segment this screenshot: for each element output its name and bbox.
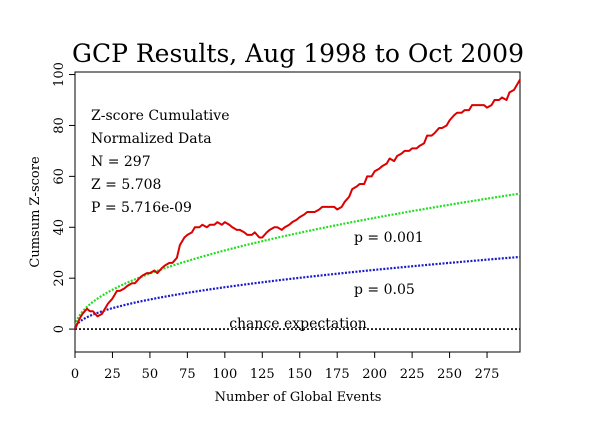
stat-line-5: P = 5.716e-09 (91, 200, 192, 216)
x-tick-label: 150 (287, 367, 312, 382)
x-tick-label: 275 (475, 367, 500, 382)
stat-line-3: N = 297 (91, 154, 151, 170)
x-tick-label: 250 (437, 367, 462, 382)
y-tick-label: 0 (52, 325, 67, 333)
y-axis-ticks: 0 20 40 60 80 100 (52, 62, 75, 333)
envelope-p0001-label: p = 0.001 (354, 230, 424, 246)
y-tick-label: 100 (52, 62, 67, 87)
x-tick-label: 125 (250, 367, 275, 382)
plot-frame (74, 71, 521, 353)
x-axis-label: Number of Global Events (215, 390, 382, 405)
chance-expectation-label: chance expectation (229, 316, 367, 332)
x-tick-label: 50 (142, 367, 159, 382)
y-tick-label: 80 (52, 117, 67, 134)
x-tick-label: 200 (362, 367, 387, 382)
x-tick-label: 175 (325, 367, 350, 382)
cumulative-zscore-line (74, 79, 521, 330)
stat-line-2: Normalized Data (91, 131, 212, 147)
envelope-p005-label: p = 0.05 (354, 282, 415, 298)
x-axis-ticks: 0 25 50 75 100 125 150 175 200 225 250 275 (71, 352, 500, 382)
x-tick-label: 0 (71, 367, 79, 382)
y-tick-label: 40 (52, 219, 67, 236)
stat-line-4: Z = 5.708 (91, 177, 161, 193)
y-axis-label: Cumsum Z-score (28, 156, 43, 268)
x-tick-label: 100 (212, 367, 237, 382)
envelope-p005-curve (73, 255, 521, 330)
y-tick-label: 60 (52, 168, 67, 185)
stats-box: Z-score Cumulative Normalized Data N = 2… (91, 108, 229, 216)
x-tick-label: 25 (104, 367, 121, 382)
x-tick-label: 225 (400, 367, 425, 382)
stat-line-1: Z-score Cumulative (91, 108, 229, 124)
chart-title: GCP Results, Aug 1998 to Oct 2009 (72, 39, 524, 68)
y-tick-label: 20 (52, 270, 67, 287)
x-tick-label: 75 (179, 367, 196, 382)
